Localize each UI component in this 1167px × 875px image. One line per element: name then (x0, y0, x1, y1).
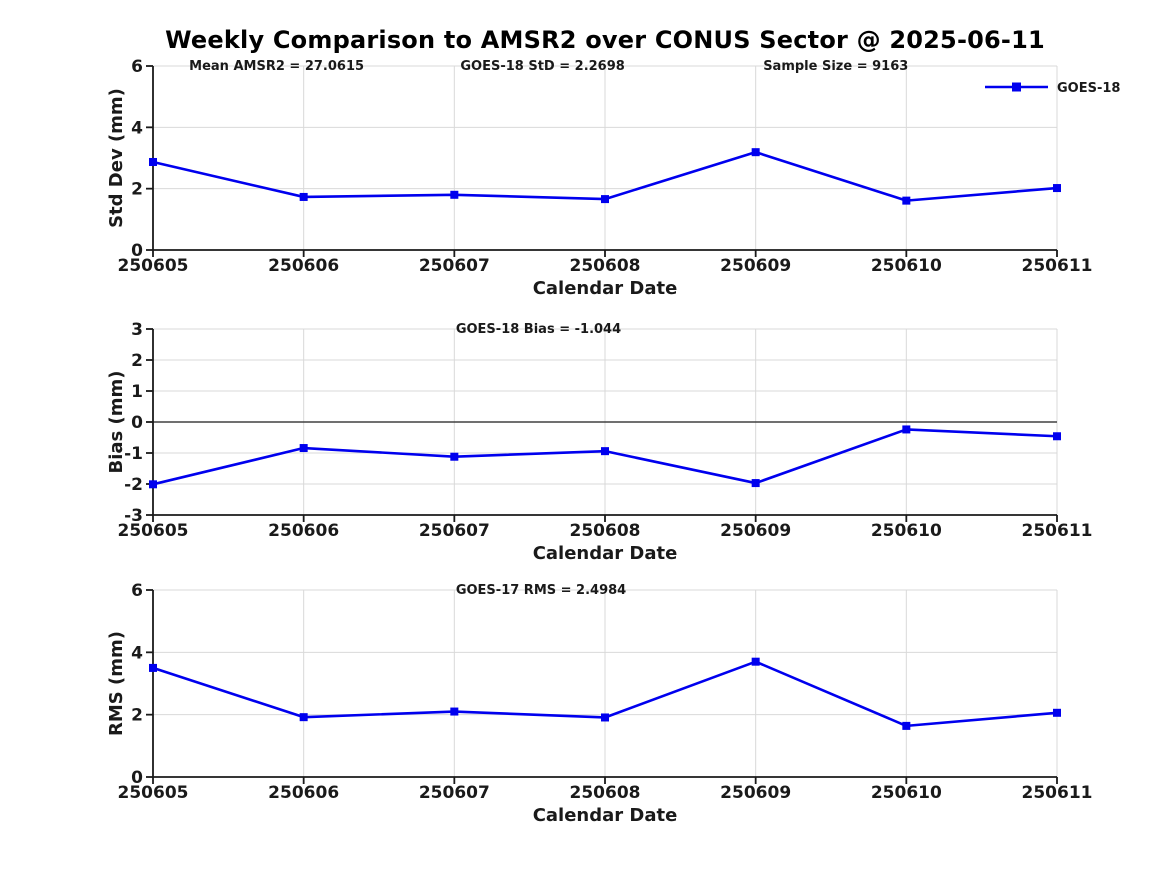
data-point-marker (601, 195, 609, 204)
data-point-marker (601, 713, 609, 722)
annotation: GOES-18 Bias = -1.044 (456, 322, 621, 337)
x-tick-label: 250607 (419, 783, 490, 803)
legend-label: GOES-18 (1057, 81, 1120, 96)
x-tick-label: 250609 (720, 783, 791, 803)
data-point-marker (601, 447, 609, 456)
x-axis-label: Calendar Date (533, 805, 678, 826)
axes-spines (146, 328, 1058, 522)
rms-chart: 250605 250606 250607 250608 250609 250610 2506… (106, 581, 1093, 826)
figure-title: Weekly Comparison to AMSR2 over CONUS Se… (165, 26, 1045, 54)
data-point-marker (751, 657, 760, 666)
tick-labels: 250605 250606 250607 250608 250609 250610 2506… (118, 581, 1093, 803)
tick-labels: 250605 250606 250607 250608 250609 250610 2506… (118, 57, 1093, 276)
annotations: GOES-18 Bias = -1.044 (456, 322, 621, 337)
gridlines (153, 589, 1058, 777)
data-point-marker (299, 713, 308, 722)
std-dev-series-markers (149, 148, 1061, 205)
x-tick-label: 250610 (871, 783, 942, 803)
x-tick-label: 250608 (570, 521, 641, 541)
x-tick-label: 250610 (871, 521, 942, 541)
y-tick-label: 0 (131, 241, 143, 261)
data-point-marker (902, 721, 911, 730)
y-tick-label: 6 (131, 581, 143, 601)
annotation: Mean AMSR2 = 27.0615 (189, 59, 364, 74)
x-tick-label: 250606 (268, 521, 339, 541)
x-tick-label: 250608 (570, 783, 641, 803)
y-tick-label: 1 (131, 382, 143, 402)
data-point-marker (450, 707, 459, 716)
y-tick-label: 2 (131, 351, 143, 371)
y-axis-label: Std Dev (mm) (106, 88, 127, 228)
bias-chart: 250605 250606 250607 250608 250609 250610 2506… (106, 320, 1093, 564)
y-axis-label: Bias (mm) (106, 371, 127, 474)
annotations: Mean AMSR2 = 27.0615 GOES-18 StD = 2.2698… (189, 59, 908, 74)
y-tick-label: 4 (131, 643, 143, 663)
data-point-marker (1053, 184, 1061, 193)
y-tick-label: 2 (131, 706, 143, 726)
data-point-marker (299, 444, 308, 453)
bias-series-markers (149, 425, 1061, 489)
data-point-marker (149, 480, 157, 489)
data-point-marker (149, 663, 157, 672)
data-point-marker (299, 192, 308, 201)
x-tick-label: 250605 (118, 783, 189, 803)
x-tick-label: 250605 (118, 521, 189, 541)
rms-series-markers (149, 657, 1061, 730)
x-tick-label: 250611 (1022, 256, 1093, 276)
data-point-marker (450, 190, 459, 199)
data-point-marker (1053, 708, 1061, 717)
y-tick-label: 4 (131, 118, 143, 138)
data-point-marker (450, 452, 459, 461)
x-axis-label: Calendar Date (533, 278, 678, 299)
y-tick-label: -2 (124, 475, 143, 495)
data-point-marker (902, 196, 911, 205)
legend: GOES-18 (985, 81, 1120, 96)
y-tick-label: 0 (131, 768, 143, 788)
x-axis-label: Calendar Date (533, 543, 678, 564)
x-tick-label: 250609 (720, 256, 791, 276)
y-tick-label: 0 (131, 413, 143, 433)
x-tick-label: 250610 (871, 256, 942, 276)
data-point-marker (149, 157, 157, 166)
annotation: GOES-17 RMS = 2.4984 (456, 583, 626, 598)
x-tick-label: 250608 (570, 256, 641, 276)
x-tick-label: 250606 (268, 783, 339, 803)
annotation: Sample Size = 9163 (763, 59, 908, 74)
y-tick-label: 3 (131, 320, 143, 340)
annotation: GOES-18 StD = 2.2698 (460, 59, 624, 74)
tick-labels: 250605 250606 250607 250608 250609 250610 2506… (118, 320, 1093, 541)
y-tick-label: 6 (131, 57, 143, 77)
y-tick-label: 2 (131, 180, 143, 200)
data-point-marker (1053, 432, 1061, 441)
x-tick-label: 250611 (1022, 783, 1093, 803)
legend-marker-sample (1012, 82, 1021, 92)
data-point-marker (751, 479, 760, 488)
x-tick-label: 250611 (1022, 521, 1093, 541)
x-tick-label: 250607 (419, 256, 490, 276)
x-tick-label: 250607 (419, 521, 490, 541)
data-point-marker (751, 148, 760, 157)
y-tick-label: -3 (124, 506, 143, 526)
x-tick-label: 250606 (268, 256, 339, 276)
annotations: GOES-17 RMS = 2.4984 (456, 583, 626, 598)
axes-spines (146, 589, 1058, 784)
y-tick-label: -1 (124, 444, 143, 464)
gridlines (153, 65, 1058, 250)
std-dev-chart: 250605 250606 250607 250608 250609 250610 2506… (106, 57, 1120, 299)
y-axis-label: RMS (mm) (106, 631, 127, 736)
x-tick-label: 250605 (118, 256, 189, 276)
x-tick-label: 250609 (720, 521, 791, 541)
axes-spines (146, 65, 1058, 257)
data-point-marker (902, 425, 911, 434)
